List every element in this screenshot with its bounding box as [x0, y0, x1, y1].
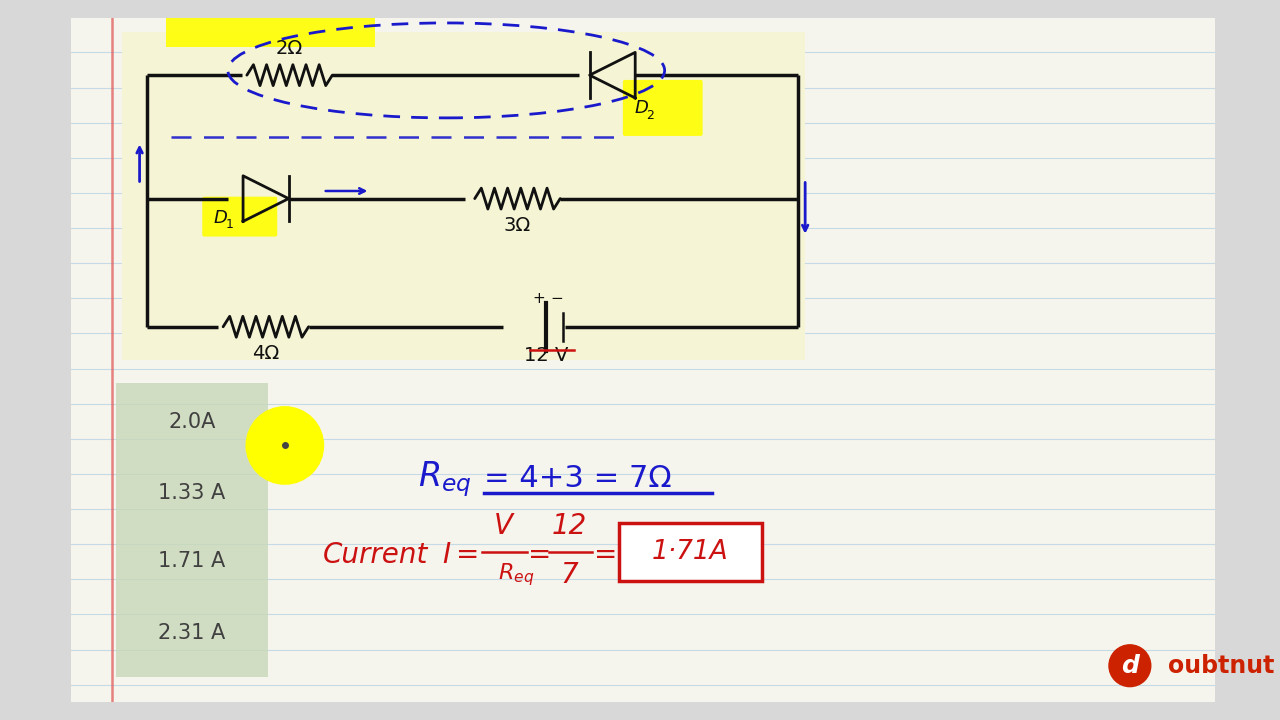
- Text: 7: 7: [561, 562, 579, 589]
- Circle shape: [247, 408, 323, 483]
- FancyBboxPatch shape: [122, 32, 805, 360]
- Text: d: d: [1121, 654, 1139, 678]
- Text: =: =: [594, 541, 617, 569]
- Text: oubtnut: oubtnut: [1167, 654, 1274, 678]
- Text: 4Ω: 4Ω: [252, 344, 279, 363]
- Text: 1.33 A: 1.33 A: [159, 483, 225, 503]
- FancyBboxPatch shape: [620, 523, 763, 581]
- Text: D: D: [214, 209, 228, 227]
- FancyBboxPatch shape: [115, 383, 268, 677]
- Text: =: =: [527, 541, 550, 569]
- Text: +: +: [532, 291, 545, 306]
- Text: 12 V: 12 V: [524, 346, 568, 365]
- FancyBboxPatch shape: [623, 80, 703, 136]
- Text: $R_{eq}$: $R_{eq}$: [417, 459, 471, 498]
- Text: 3Ω: 3Ω: [504, 216, 531, 235]
- FancyBboxPatch shape: [166, 18, 375, 47]
- Text: 2.31 A: 2.31 A: [159, 624, 225, 644]
- Text: $I =$: $I =$: [442, 541, 477, 569]
- Text: $R_{eq}$: $R_{eq}$: [498, 562, 535, 588]
- Text: D: D: [635, 99, 648, 117]
- Text: −: −: [550, 291, 563, 306]
- Text: 2.0A: 2.0A: [168, 412, 215, 432]
- Text: V: V: [494, 513, 513, 541]
- Text: 12: 12: [552, 513, 588, 541]
- Text: 2Ω: 2Ω: [276, 39, 303, 58]
- Text: 1·71A: 1·71A: [652, 539, 728, 564]
- Circle shape: [1108, 645, 1151, 687]
- Text: 2: 2: [646, 109, 654, 122]
- FancyBboxPatch shape: [202, 197, 278, 237]
- FancyBboxPatch shape: [72, 18, 1215, 702]
- Text: Current: Current: [323, 541, 429, 569]
- Text: 1: 1: [227, 217, 234, 230]
- Text: 1.71 A: 1.71 A: [159, 552, 225, 571]
- Text: = 4+3 = 7Ω: = 4+3 = 7Ω: [484, 464, 672, 493]
